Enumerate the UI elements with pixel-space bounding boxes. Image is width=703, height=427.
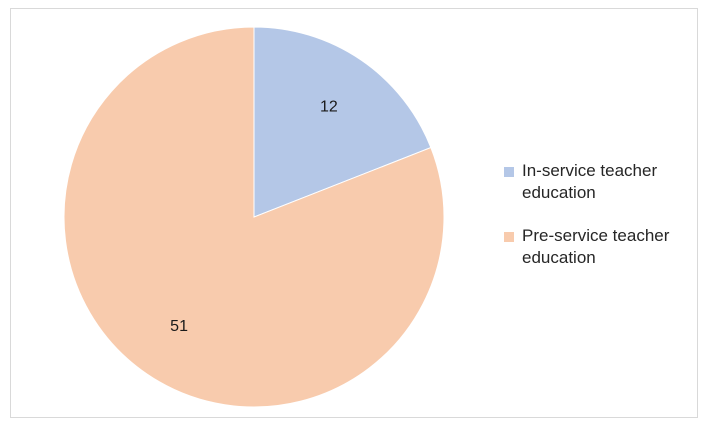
pie-slice-in-service <box>253 26 432 218</box>
legend-label-in-service: In-service teacher education <box>522 161 658 202</box>
legend-item-pre-service: Pre-service teacher education <box>504 225 694 269</box>
data-label-pre-service: 51 <box>170 318 188 335</box>
legend-label-pre-service: Pre-service teacher education <box>522 226 670 267</box>
legend-swatch-in-service <box>504 167 514 177</box>
legend-swatch-pre-service <box>504 232 514 242</box>
legend-item-in-service: In-service teacher education <box>504 160 694 204</box>
data-label-in-service: 12 <box>320 98 338 115</box>
legend: In-service teacher education Pre-service… <box>504 160 694 290</box>
pie-slice-pre-service <box>63 26 445 408</box>
